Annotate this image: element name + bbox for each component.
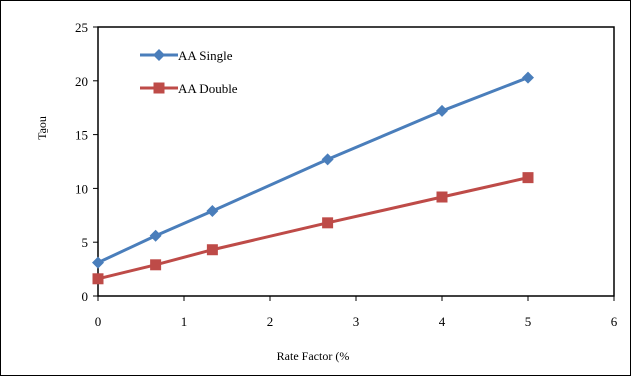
y-tick-label: 0 — [82, 289, 89, 304]
legend-label-aa-single: AA Single — [178, 48, 233, 63]
data-point-marker — [322, 217, 334, 229]
y-tick-label: 25 — [75, 20, 88, 35]
data-point-marker — [206, 244, 218, 256]
data-point-marker — [522, 71, 534, 84]
series-layer — [92, 71, 534, 285]
x-tick-label: 0 — [95, 314, 102, 329]
x-tick-label: 6 — [611, 314, 618, 329]
x-axis-label: Rate Factor (% — [277, 349, 350, 363]
data-point-marker — [321, 153, 334, 166]
y-tick-label: 20 — [75, 74, 88, 89]
data-point-marker — [149, 229, 162, 242]
x-tick-label: 5 — [525, 314, 532, 329]
y-tick-label: 10 — [75, 181, 88, 196]
plot-area — [97, 26, 615, 297]
legend-label-aa-double: AA Double — [178, 81, 238, 96]
y-tick-label: 15 — [75, 128, 88, 143]
x-tick-label: 3 — [353, 314, 360, 329]
legend-marker-aa-double — [153, 82, 165, 94]
data-point-marker — [436, 191, 448, 203]
data-point-marker — [150, 259, 162, 271]
x-tick-label: 1 — [181, 314, 188, 329]
data-point-marker — [436, 104, 448, 117]
legend-marker-aa-single — [153, 49, 165, 61]
legend: AA Single AA Double — [140, 48, 238, 96]
y-axis-label: Ta̱ou — [35, 116, 49, 140]
y-tick-label: 5 — [82, 235, 89, 250]
x-tick-label: 2 — [267, 314, 274, 329]
series-line-aa-double — [97, 176, 529, 281]
x-tick-label: 4 — [439, 314, 446, 329]
data-point-marker — [206, 204, 219, 217]
series-line-aa-single — [97, 76, 529, 265]
axes: 0 5 10 15 20 25 0 1 2 3 4 5 6 Ta̱ou — [35, 20, 618, 329]
data-point-marker — [92, 273, 104, 285]
data-point-marker — [92, 256, 104, 269]
data-point-marker — [522, 172, 534, 184]
